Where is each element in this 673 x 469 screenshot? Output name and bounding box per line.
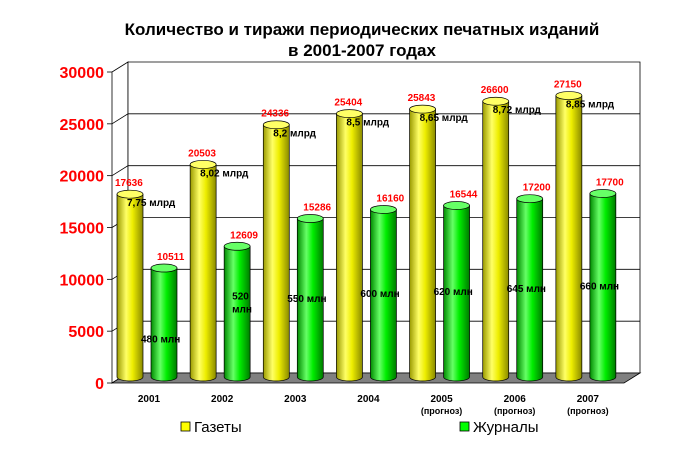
- bar-cap: [589, 189, 617, 198]
- bar-cap: [296, 214, 324, 223]
- bar-cap: [409, 104, 436, 114]
- legend-label-zhurnaly: Журналы: [473, 419, 539, 436]
- annotation-label: 8,72 млрд: [493, 105, 542, 116]
- bar-body: [555, 95, 583, 382]
- legend-label-gazety: Газеты: [194, 419, 242, 436]
- x-tick-label: 2005: [430, 394, 453, 405]
- x-tick-label: 2001: [138, 394, 161, 405]
- bar-cap: [370, 205, 397, 214]
- bars: [116, 91, 617, 382]
- y-tick-label: 15000: [60, 221, 105, 238]
- value-label: 25843: [408, 93, 436, 104]
- annotation-label: млн: [232, 305, 252, 316]
- annotation-label: 7,75 млрд: [127, 198, 176, 209]
- bar-body: [296, 218, 324, 382]
- annotation-label: 600 млн: [360, 289, 399, 300]
- bar-cap: [116, 189, 144, 199]
- legend-swatch-gazety: [180, 421, 191, 432]
- bar-body: [589, 193, 617, 382]
- bar-cap: [443, 201, 470, 210]
- labels: 17636 7,75 млрд 10511 480 млн 2001 20503 8,02 …: [115, 80, 624, 416]
- value-label: 25404: [334, 98, 362, 109]
- legend-swatch-zhurnaly: [459, 421, 470, 432]
- bar-body: [223, 245, 251, 382]
- bar-body: [482, 100, 510, 382]
- value-label: 17636: [115, 178, 143, 189]
- annotation-label: 8,85 млрд: [566, 100, 615, 111]
- y-tick-label: 10000: [60, 272, 105, 289]
- bar-body: [409, 108, 436, 382]
- x-tick-note: (прогноз): [567, 406, 608, 416]
- x-tick-label: 2002: [211, 394, 234, 405]
- chart-title: Количество и тиражи периодических печатн…: [125, 20, 600, 39]
- value-label: 17700: [596, 178, 624, 189]
- y-tick-label: 20000: [60, 169, 105, 186]
- value-label: 12609: [230, 230, 258, 241]
- gridline: [111, 165, 640, 177]
- annotation-label: 8,5 млрд: [346, 118, 389, 129]
- bar-cap: [189, 160, 217, 169]
- bar-cap: [482, 96, 510, 106]
- bar-cap: [555, 91, 583, 100]
- gridline: [111, 113, 640, 125]
- x-tick-label: 2003: [284, 394, 307, 405]
- x-tick-label: 2006: [504, 394, 527, 405]
- annotation-label: 660 млн: [580, 281, 619, 292]
- legend: Газеты Журналы: [180, 419, 539, 436]
- chart-subtitle: в 2001-2007 годах: [288, 41, 436, 60]
- annotation-label: 480 млн: [141, 335, 180, 346]
- value-label: 24336: [261, 109, 289, 120]
- bar-cap: [150, 263, 178, 273]
- bar-body: [516, 198, 544, 382]
- x-tick-label: 2004: [357, 394, 380, 405]
- annotation-label: 8,02 млрд: [200, 168, 249, 179]
- value-label: 16160: [376, 193, 404, 204]
- annotation-label: 8,2 млрд: [273, 129, 316, 140]
- annotation-label: 8,65 млрд: [420, 113, 469, 124]
- value-label: 17200: [523, 183, 551, 194]
- bar-body: [370, 209, 397, 382]
- x-tick-note: (прогноз): [494, 406, 535, 416]
- annotation-label: 520: [232, 292, 249, 303]
- value-label: 26600: [481, 85, 509, 96]
- x-tick-note: (прогноз): [421, 406, 462, 416]
- bar-cap: [223, 241, 251, 251]
- bar-body: [116, 193, 144, 382]
- y-tick-label: 30000: [60, 65, 105, 82]
- value-label: 16544: [450, 189, 478, 200]
- bar-body: [189, 164, 217, 382]
- bar-cap: [516, 194, 544, 204]
- y-tick-label: 5000: [68, 324, 104, 341]
- annotation-label: 550 млн: [287, 294, 326, 305]
- bar-cap: [262, 120, 290, 130]
- y-tick-label: 25000: [60, 117, 105, 134]
- annotation-label: 645 млн: [507, 284, 546, 295]
- value-label: 20503: [188, 148, 216, 159]
- annotation-label: 620 млн: [434, 287, 473, 298]
- bar-cap: [336, 109, 363, 118]
- value-label: 10511: [157, 252, 185, 263]
- y-tick-label: 0: [95, 376, 104, 393]
- bar-body: [336, 113, 363, 382]
- value-label: 15286: [303, 203, 331, 214]
- bar-body: [262, 124, 290, 382]
- bar-body: [443, 205, 470, 382]
- bar-body: [150, 267, 178, 382]
- value-label: 27150: [554, 80, 582, 91]
- x-tick-label: 2007: [577, 394, 600, 405]
